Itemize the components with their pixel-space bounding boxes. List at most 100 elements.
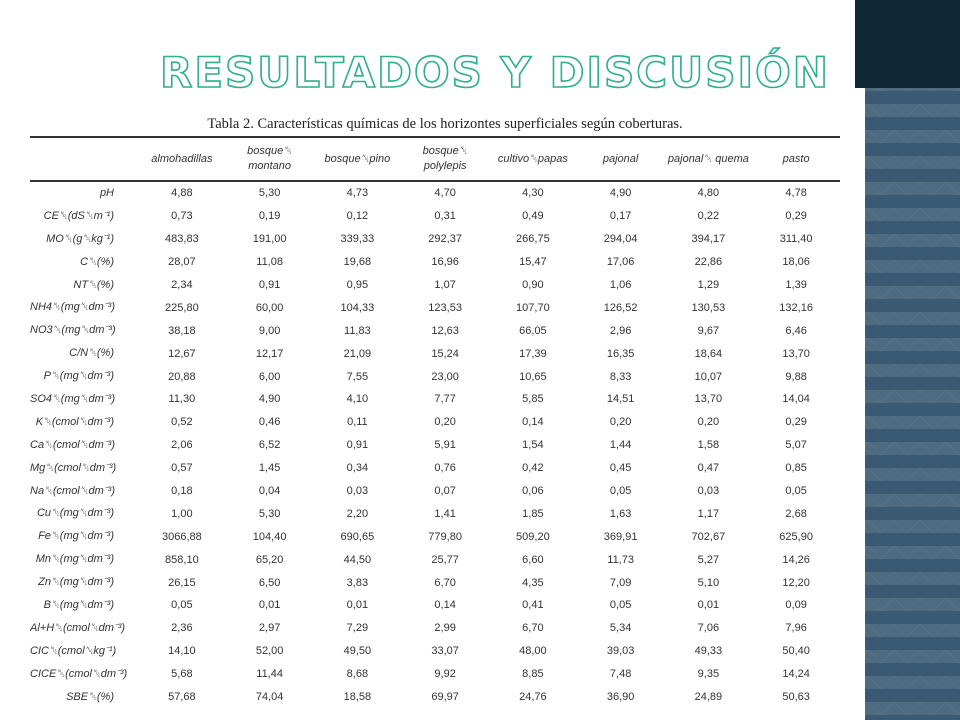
table-row: P␀(mg␀dm⁻³) 20,88 6,00 7,55 23,00 10,65 8,33 10… bbox=[30, 365, 840, 388]
value-cell: 1,45 bbox=[258, 462, 281, 475]
header-cell-parameter bbox=[30, 136, 138, 182]
value-cell: 1,85 bbox=[522, 507, 544, 520]
value-cell: 11,73 bbox=[607, 553, 634, 566]
parameter-cell: P␀(mg␀dm⁻³) bbox=[43, 370, 114, 383]
value-cell: 509,20 bbox=[516, 530, 550, 543]
value-cell: 0,90 bbox=[522, 279, 544, 291]
header-cell-almohadillas: almohadillas bbox=[138, 136, 226, 182]
value-cell: 2,20 bbox=[346, 507, 369, 520]
value-cell: 4,80 bbox=[697, 187, 720, 200]
value-cell: 702,67 bbox=[691, 530, 726, 543]
value-cell: 4,70 bbox=[434, 187, 456, 200]
parameter-cell: SO4␀(mg␀dm⁻³) bbox=[30, 392, 116, 405]
value-cell: 0,12 bbox=[346, 210, 369, 223]
value-cell: 2,68 bbox=[785, 507, 807, 520]
value-cell: 21,09 bbox=[343, 347, 372, 360]
value-cell: 5,27 bbox=[697, 553, 720, 566]
value-cell: 74,04 bbox=[255, 691, 284, 704]
value-cell: 1,63 bbox=[609, 507, 632, 520]
parameter-cell: C␀(%) bbox=[80, 255, 114, 268]
value-cell: 779,80 bbox=[428, 530, 462, 543]
header-cell-bosque-polylepis: bosque␀ polylepis bbox=[401, 136, 489, 182]
table-caption: Tabla 2. Características químicas de los… bbox=[207, 116, 683, 132]
value-cell: 22,86 bbox=[694, 256, 723, 269]
value-cell: 0,05 bbox=[609, 599, 632, 612]
value-cell: 0,05 bbox=[785, 485, 807, 498]
value-cell: 0,42 bbox=[522, 462, 544, 475]
value-cell: 4,73 bbox=[346, 187, 369, 200]
value-cell: 1,39 bbox=[785, 279, 807, 291]
value-cell: 50,63 bbox=[782, 691, 810, 704]
value-cell: 292,37 bbox=[428, 233, 462, 246]
value-cell: 0,34 bbox=[346, 462, 369, 475]
value-cell: 8,85 bbox=[522, 668, 544, 681]
value-cell: 4,10 bbox=[346, 393, 369, 406]
header-cell-pajonal: pajonal bbox=[576, 136, 665, 182]
value-cell: 17,06 bbox=[606, 256, 635, 269]
value-cell: 5,30 bbox=[258, 187, 281, 200]
header-cell-cultivo-papas: cultivo␀papas bbox=[489, 136, 577, 182]
value-cell: 5,30 bbox=[258, 507, 281, 520]
parameter-cell: Mn␀(mg␀dm⁻³) bbox=[35, 553, 114, 566]
value-cell: 66,05 bbox=[519, 324, 547, 337]
parameter-cell: CIC␀(cmol␀kg⁻¹) bbox=[30, 644, 117, 657]
table-row: Mg␀(cmol␀dm⁻³) 0,57 1,45 0,34 0,76 0,42 0,45 0,… bbox=[30, 457, 840, 480]
table-row: Cu␀(mg␀dm⁻³) 1,00 5,30 2,20 1,41 1,85 1,63 1,17… bbox=[30, 502, 840, 525]
value-cell: 1,29 bbox=[697, 279, 720, 291]
value-cell: 0,07 bbox=[434, 485, 456, 498]
value-cell: 0,01 bbox=[258, 599, 281, 612]
value-cell: 5,34 bbox=[609, 622, 632, 635]
value-cell: 7,09 bbox=[609, 576, 632, 589]
value-cell: 1,17 bbox=[697, 507, 720, 520]
parameter-cell: Fe␀(mg␀dm⁻³) bbox=[38, 530, 114, 543]
table-row: Fe␀(mg␀dm⁻³) 3066,88 104,40 690,65 779,80 509… bbox=[30, 525, 840, 548]
value-cell: 12,20 bbox=[782, 576, 810, 589]
table-row: Mn␀(mg␀dm⁻³) 858,10 65,20 44,50 25,77 6,60 11,… bbox=[30, 548, 840, 571]
parameter-cell: Zn␀(mg␀dm⁻³) bbox=[38, 576, 114, 589]
header-cell-bosque-montano: bosque␀ montano bbox=[225, 136, 314, 182]
value-cell: 26,15 bbox=[168, 576, 196, 589]
value-cell: 14,10 bbox=[168, 645, 196, 658]
value-cell: 25,77 bbox=[431, 553, 459, 566]
table-header: almohadillas bosque␀ montano bosque␀pino… bbox=[30, 136, 840, 182]
value-cell: 0,19 bbox=[258, 210, 281, 223]
value-cell: 2,96 bbox=[609, 324, 632, 337]
parameter-cell: NT␀(%) bbox=[73, 278, 114, 291]
value-cell: 7,55 bbox=[346, 370, 369, 383]
value-cell: 9,67 bbox=[697, 324, 720, 337]
value-cell: 0,45 bbox=[609, 462, 632, 475]
value-cell: 4,78 bbox=[785, 187, 807, 200]
value-cell: 4,35 bbox=[522, 576, 544, 589]
value-cell: 48,00 bbox=[519, 645, 547, 658]
value-cell: 225,80 bbox=[165, 301, 199, 314]
value-cell: 1,41 bbox=[434, 507, 456, 520]
value-cell: 0,05 bbox=[171, 599, 193, 612]
value-cell: 0,57 bbox=[171, 462, 193, 475]
parameter-cell: Al+H␀(cmol␀dm⁻³) bbox=[30, 621, 126, 634]
value-cell: 0,20 bbox=[697, 416, 720, 429]
value-cell: 0,41 bbox=[522, 599, 544, 612]
value-cell: 50,40 bbox=[782, 645, 810, 658]
parameter-cell: Na␀(cmol␀dm⁻³) bbox=[30, 484, 116, 497]
value-cell: 130,53 bbox=[691, 301, 726, 314]
value-cell: 60,00 bbox=[255, 301, 284, 314]
value-cell: 1,07 bbox=[434, 279, 456, 291]
table-body: pH 4,88 5,30 4,73 4,70 4,30 4,90 4,80 4,78 CE␀(dS… bbox=[30, 181, 840, 708]
table-row: Ca␀(cmol␀dm⁻³) 2,06 6,52 0,91 5,91 1,54 1,44 1,… bbox=[30, 434, 840, 457]
table-image-region: Tabla 2. Características químicas de los… bbox=[30, 112, 840, 720]
table-row: NO3␀(mg␀dm⁻³) 38,18 9,00 11,83 12,63 66,05 2,9… bbox=[30, 319, 840, 342]
value-cell: 24,76 bbox=[519, 691, 547, 704]
value-cell: 0,18 bbox=[171, 485, 193, 498]
parameter-cell: Cu␀(mg␀dm⁻³) bbox=[36, 507, 114, 520]
value-cell: 6,46 bbox=[785, 324, 807, 337]
value-cell: 107,70 bbox=[516, 301, 550, 314]
value-cell: 1,54 bbox=[522, 439, 544, 452]
value-cell: 36,90 bbox=[606, 691, 635, 704]
value-cell: 7,06 bbox=[697, 622, 720, 635]
value-cell: 0,20 bbox=[434, 416, 456, 429]
parameter-cell: NO3␀(mg␀dm⁻³) bbox=[30, 324, 116, 337]
value-cell: 18,58 bbox=[343, 691, 372, 704]
value-cell: 311,40 bbox=[779, 233, 813, 246]
value-cell: 104,33 bbox=[340, 301, 375, 314]
value-cell: 0,91 bbox=[258, 279, 281, 291]
